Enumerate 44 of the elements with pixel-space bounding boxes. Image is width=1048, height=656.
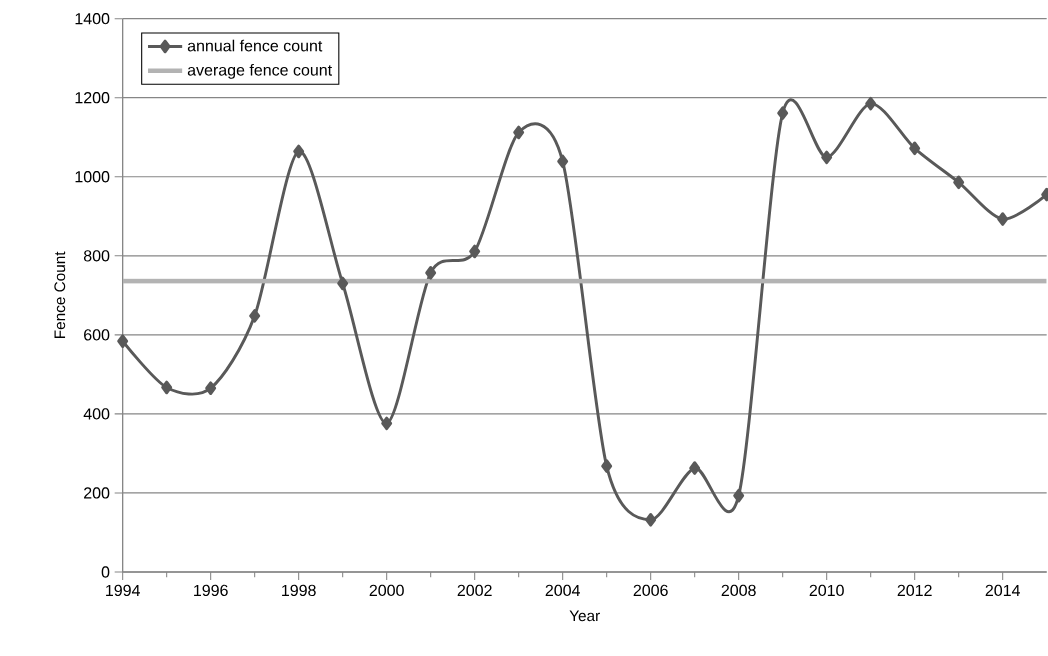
point [909,141,921,156]
point [733,488,745,503]
x-axis-title: Year [569,610,600,622]
point [161,380,173,395]
point [865,96,877,111]
x-tick-label: 2000 [369,584,404,597]
point [117,334,129,348]
point [513,125,525,140]
point [689,461,701,475]
y-tick-label: 0 [101,566,110,578]
point [337,276,349,291]
y-tick-label: 800 [83,250,110,262]
point [425,265,437,280]
point [205,381,217,396]
point [645,513,657,527]
y-axis-title: Fence Count [54,251,66,338]
x-tick-label: 2014 [985,584,1020,597]
x-tick-label: 2012 [897,584,932,597]
point [601,459,613,473]
legend-label: average fence count [187,63,332,79]
point [557,154,569,169]
point [469,244,481,259]
x-tick-label: 1998 [282,584,316,597]
x-tick-label: 2006 [633,584,668,597]
point [777,106,789,120]
x-tick-label: 1994 [106,584,140,597]
point [953,175,965,190]
y-tick-label: 200 [84,487,110,499]
y-tick-label: 1200 [75,92,110,104]
y-tick-label: 1000 [75,171,110,183]
x-tick-label: 1996 [194,584,228,597]
legend-label: annual fence count [187,39,323,52]
x-tick-label: 2008 [721,584,756,597]
point [381,416,393,431]
y-tick-label: 600 [84,329,110,341]
point [997,212,1009,226]
x-tick-label: 2004 [545,584,580,597]
point [293,144,305,159]
point [249,309,261,323]
point [821,150,833,165]
y-tick-label: 400 [83,408,110,420]
x-tick-label: 2010 [809,584,844,597]
x-tick-label: 2002 [457,584,492,597]
y-tick-label: 1400 [75,13,110,25]
